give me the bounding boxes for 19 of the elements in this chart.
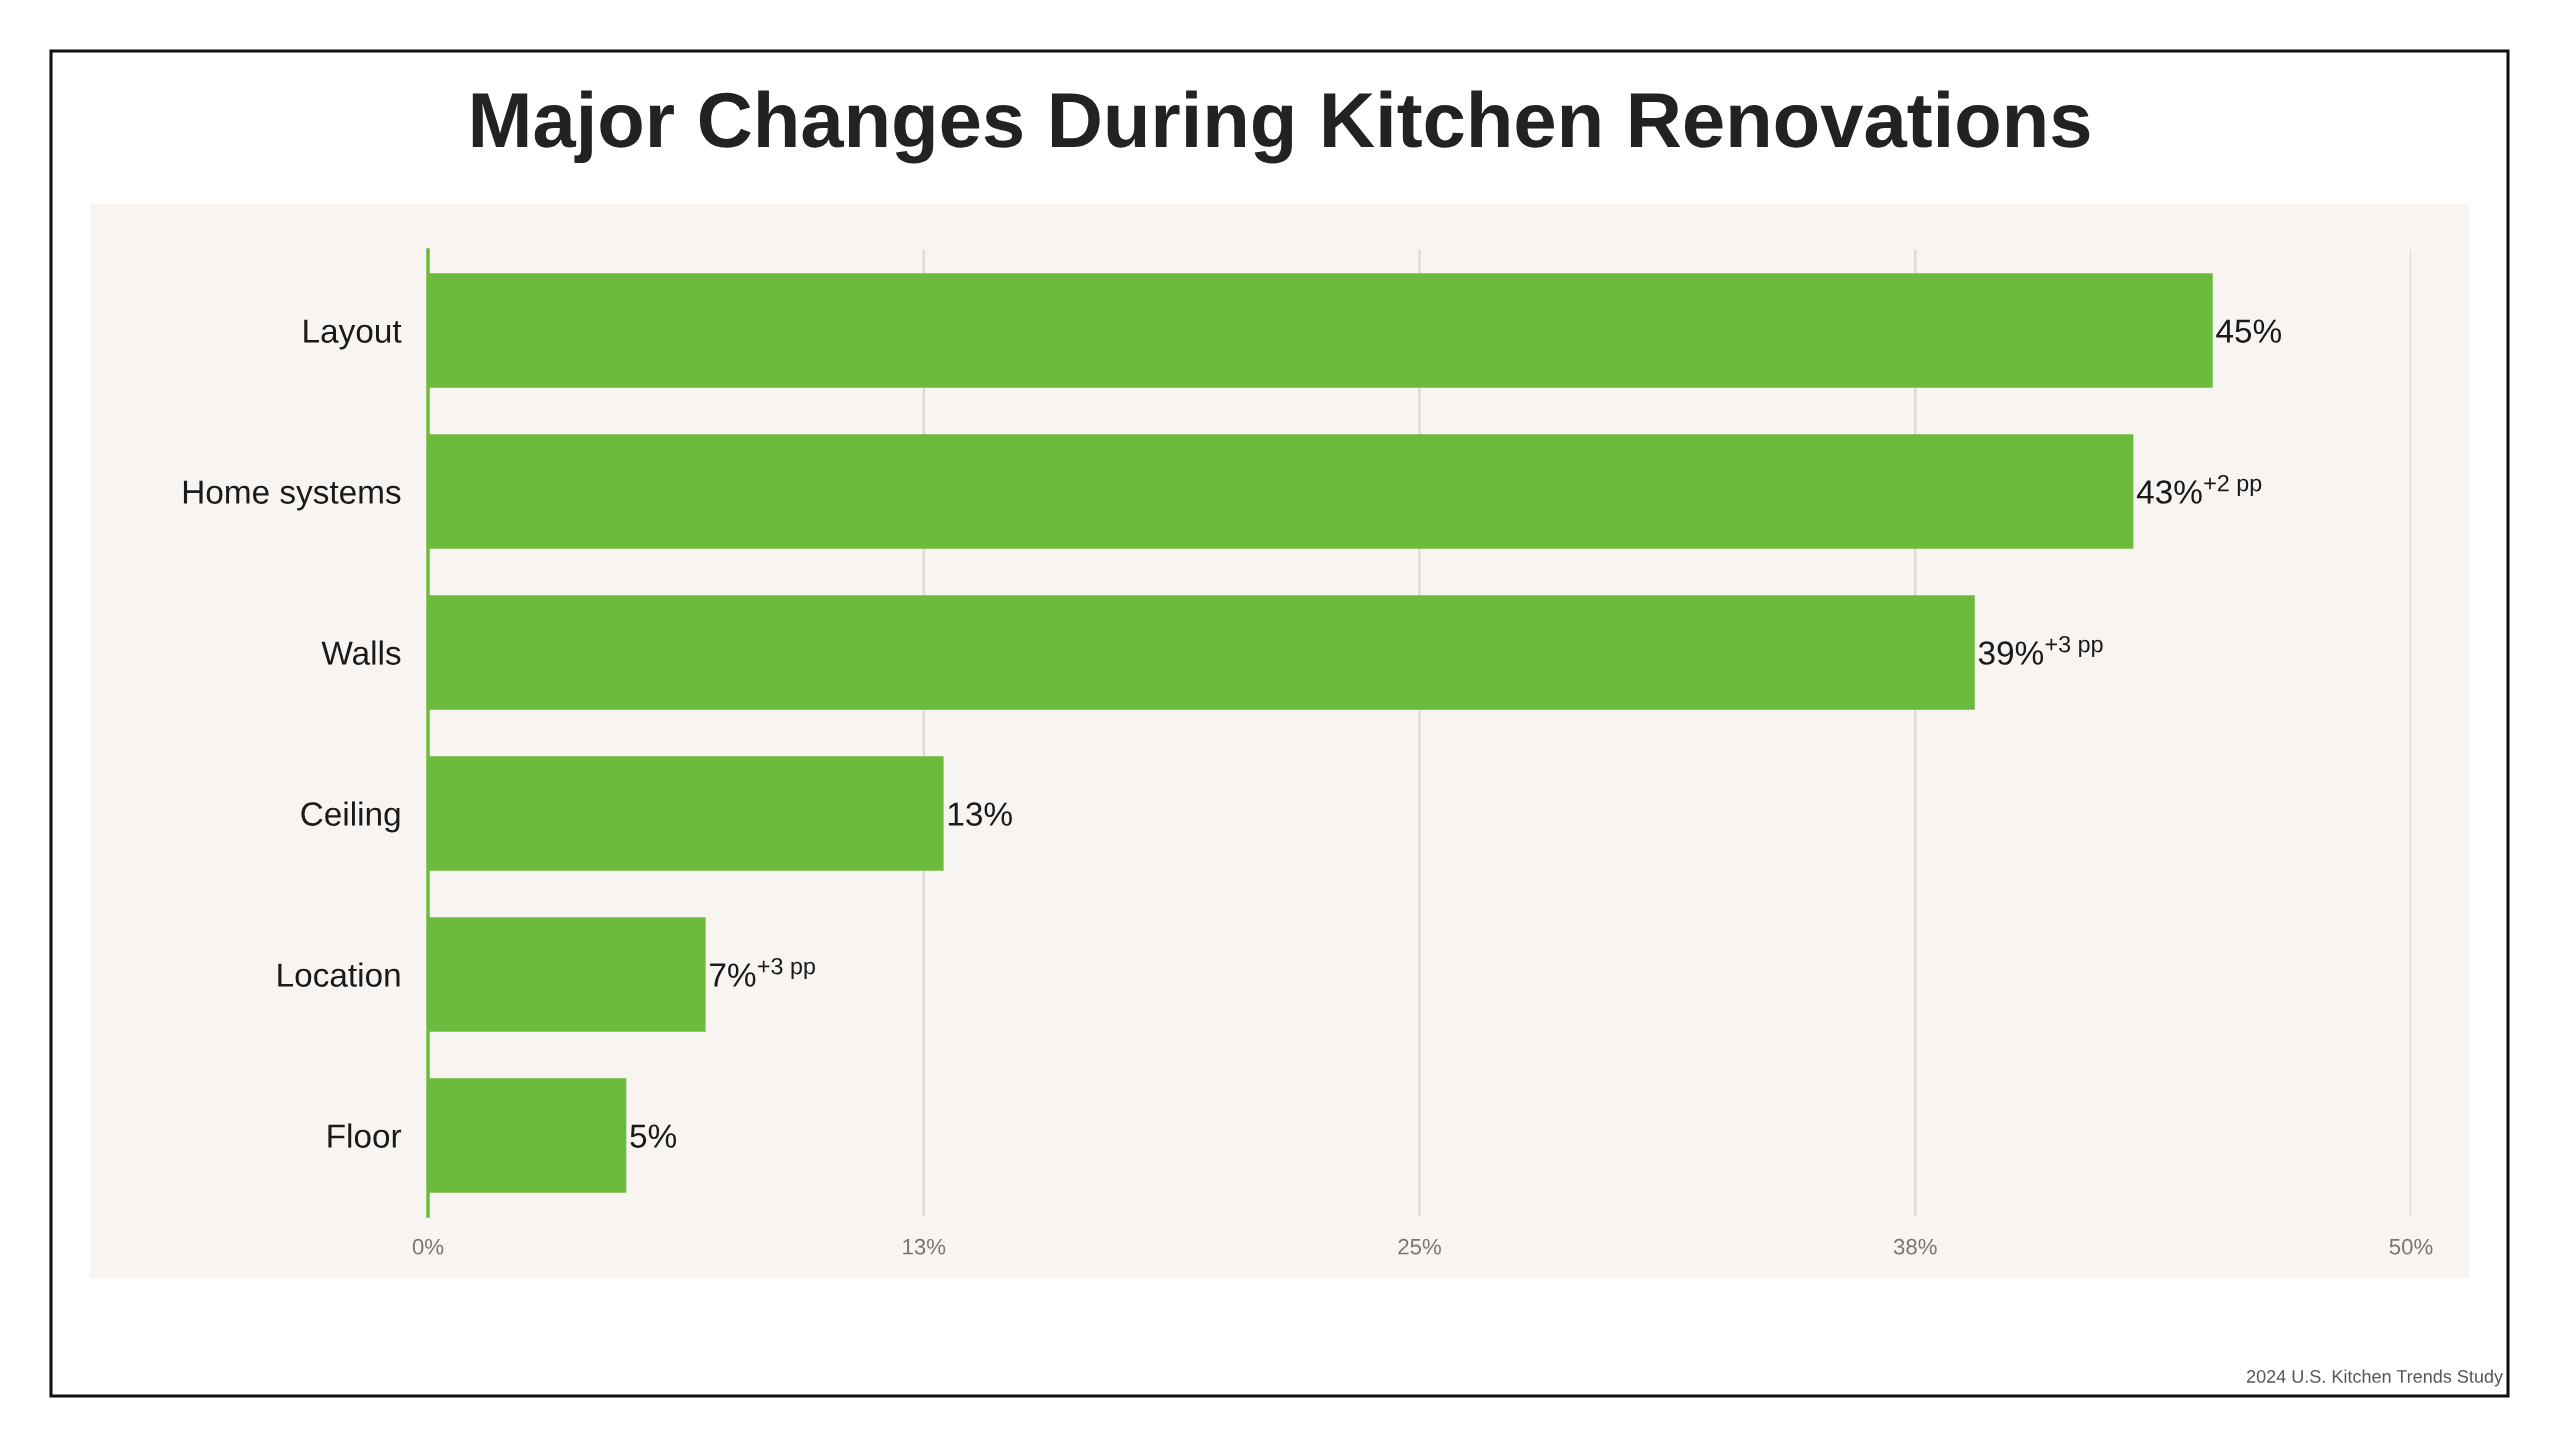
- y-tick-label: Walls: [321, 640, 401, 665]
- text: 2024 U.S. Kitchen Trends Study: [2246, 1369, 2503, 1387]
- data-label: 13%: [948, 802, 1012, 826]
- data-label: 5%: [630, 1124, 677, 1148]
- data-label: 43%$^{+2 pp}$: [2136, 474, 2262, 504]
- data-label: 7%$^{+3 pp}$: [710, 957, 815, 987]
- y-tick-label: Layout: [304, 319, 402, 350]
- y-tick-label: Floor: [328, 1123, 402, 1148]
- y-tick-label: Location: [278, 962, 400, 987]
- data-label: 45%: [2216, 319, 2282, 343]
- x-tick-label: 13%: [903, 1238, 946, 1255]
- x-tick-label: 38%: [1893, 1238, 1937, 1255]
- y-tick-label: Home systems: [183, 480, 401, 511]
- x-tick-label: 50%: [2389, 1238, 2433, 1255]
- x-tick-label: 25%: [1398, 1238, 1441, 1255]
- data-label: 39%$^{+3 pp}$: [1978, 635, 2103, 665]
- y-tick-label: Ceiling: [301, 801, 400, 833]
- chart-title: Major Changes During Kitchen Renovations: [472, 90, 2090, 164]
- x-tick-label: 0%: [412, 1238, 444, 1255]
